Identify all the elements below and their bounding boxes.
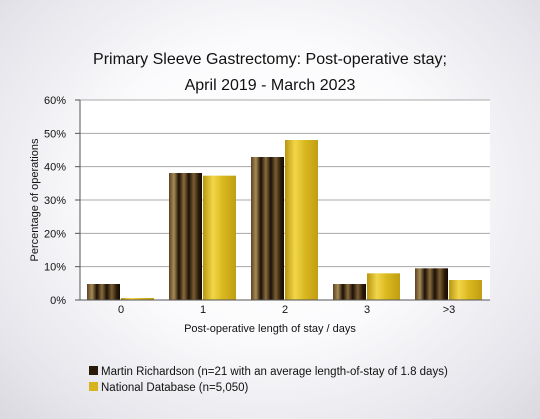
bars	[87, 140, 482, 300]
y-tick-labels: 0% 10% 20% 30% 40% 50% 60%	[44, 95, 80, 307]
bar-martin-richardson-3	[333, 284, 366, 300]
bar-national-database-3	[367, 273, 400, 300]
x-tick-label: >3	[443, 304, 456, 316]
chart-title-line-1: Primary Sleeve Gastrectomy: Post-operati…	[93, 51, 447, 68]
x-tick-label: 3	[364, 304, 370, 316]
bar-martin-richardson-1	[169, 173, 202, 300]
x-tick-label: 1	[200, 304, 206, 316]
y-tick-label: 40%	[44, 162, 66, 174]
legend-label-series-2: National Database (n=5,050)	[101, 382, 249, 394]
y-axis-label: Percentage of operations	[29, 138, 41, 261]
bar-national-database-0	[121, 298, 154, 300]
y-tick-label: 10%	[44, 262, 66, 274]
bar-national-database-1	[203, 175, 236, 300]
legend-swatch-series-1	[89, 366, 98, 375]
y-tick-label: 50%	[44, 128, 66, 140]
legend: Martin Richardson (n=21 with an average …	[89, 366, 448, 394]
legend-swatch-series-2	[89, 382, 98, 391]
legend-label-series-1: Martin Richardson (n=21 with an average …	[101, 366, 448, 378]
bar-national-database-2	[285, 140, 318, 300]
bar-martin-richardson-2	[251, 157, 284, 300]
y-tick-label: 30%	[44, 195, 66, 207]
bar-martin-richardson-4	[415, 268, 448, 300]
y-tick-label: 60%	[44, 95, 66, 107]
x-tick-label: 0	[118, 304, 124, 316]
chart-title-line-2: April 2019 - March 2023	[185, 77, 356, 94]
x-tick-label: 2	[282, 304, 288, 316]
y-tick-label: 0%	[50, 295, 66, 307]
bar-martin-richardson-0	[87, 284, 120, 300]
bar-national-database-4	[449, 280, 482, 300]
x-axis-label: Post-operative length of stay / days	[184, 323, 356, 335]
y-tick-label: 20%	[44, 228, 66, 240]
x-tick-labels: 0 1 2 3 >3	[118, 304, 455, 316]
